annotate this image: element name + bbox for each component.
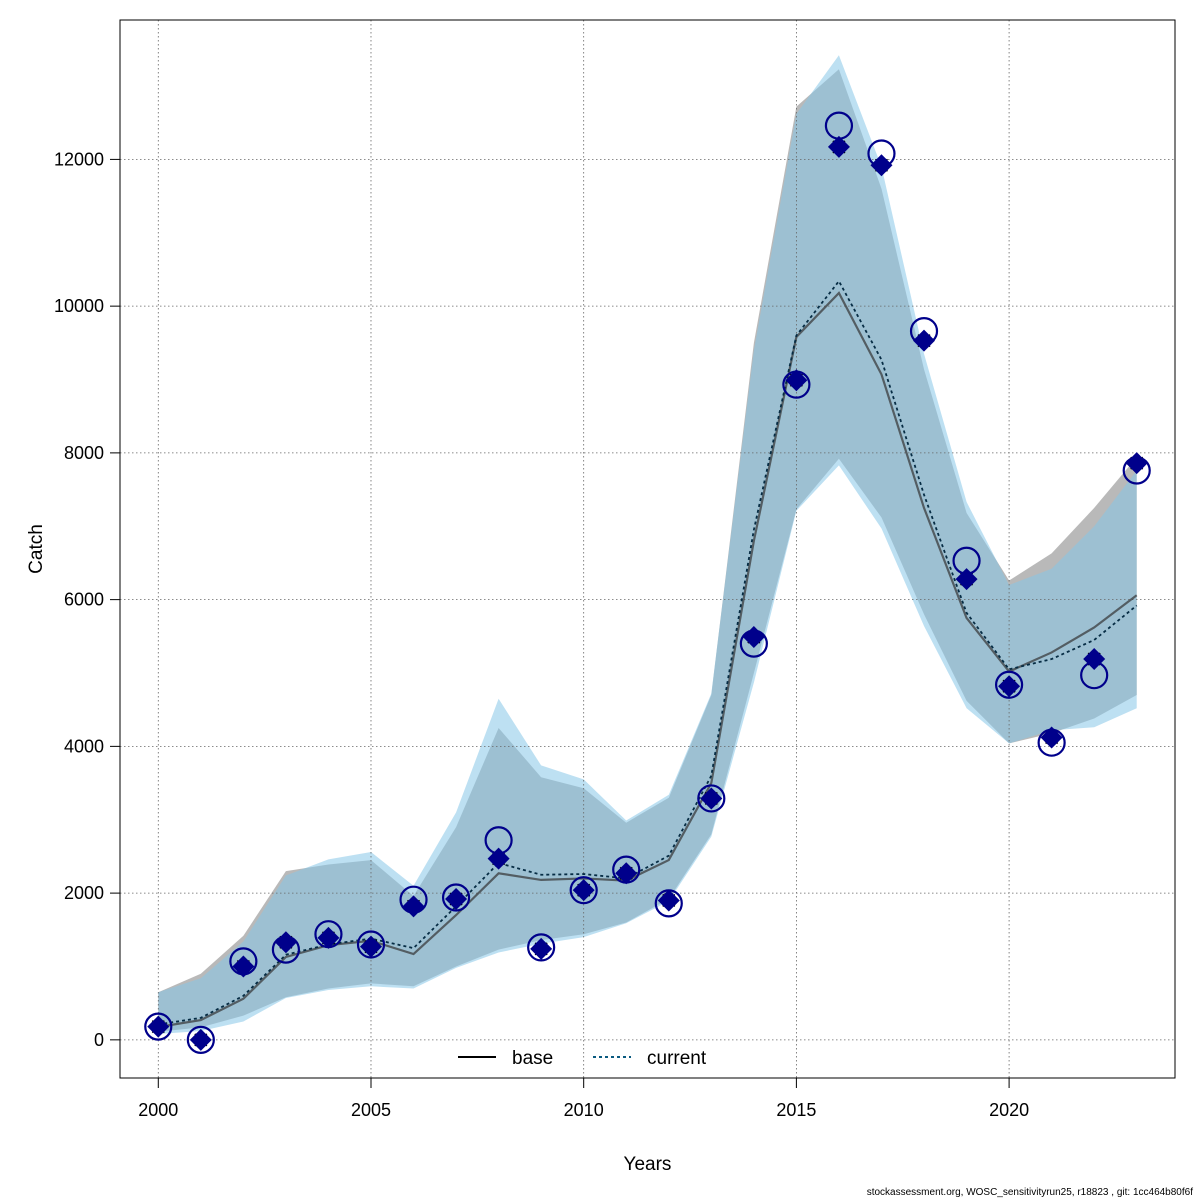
x-tick-label: 2015 xyxy=(776,1100,816,1120)
legend-label-current: current xyxy=(647,1048,707,1069)
obs-diamond xyxy=(785,369,808,392)
band-current xyxy=(158,55,1137,1034)
legend-label-base: base xyxy=(512,1048,553,1069)
obs-diamond xyxy=(1125,452,1148,475)
y-axis: 0 2000 4000 6000 8000 10000 12000 xyxy=(54,149,121,1050)
obs-diamond xyxy=(913,329,936,352)
obs-diamond xyxy=(742,626,765,649)
obs-circle-current xyxy=(697,784,726,813)
y-tick-label: 0 xyxy=(94,1030,104,1050)
obs-diamond xyxy=(998,675,1021,698)
obs-diamond xyxy=(1083,648,1106,671)
obs-diamond xyxy=(147,1015,170,1038)
obs-diamond xyxy=(402,895,425,918)
x-tick-label: 2020 xyxy=(989,1100,1029,1120)
obs-circle-current xyxy=(144,1012,173,1041)
y-tick-label: 12000 xyxy=(54,149,104,169)
obs-circle-current xyxy=(186,1025,215,1054)
series-line-base xyxy=(158,291,1138,1029)
obs-diamond xyxy=(1040,726,1063,749)
y-tick-label: 10000 xyxy=(54,296,104,316)
obs-diamond xyxy=(317,926,340,949)
obs-diamond xyxy=(827,135,850,158)
footer-stamp: stockassessment.org, WOSC_sensitivityrun… xyxy=(867,1187,1193,1198)
x-axis-title: Years xyxy=(624,1154,672,1175)
obs-diamond xyxy=(232,955,255,978)
obs-diamond xyxy=(487,847,510,870)
y-tick-label: 2000 xyxy=(64,883,104,903)
obs-diamond xyxy=(530,937,553,960)
y-tick-label: 6000 xyxy=(64,590,104,610)
obs-diamond xyxy=(657,889,680,912)
x-tick-label: 2005 xyxy=(351,1100,391,1120)
y-axis-title: Catch xyxy=(26,524,47,574)
legend: base current xyxy=(458,1048,707,1069)
obs-diamond xyxy=(572,879,595,902)
obs-diamond xyxy=(870,154,893,177)
observation-points xyxy=(144,111,1151,1054)
y-tick-label: 4000 xyxy=(64,736,104,756)
y-tick-label: 8000 xyxy=(64,443,104,463)
obs-diamond xyxy=(615,862,638,885)
x-tick-label: 2010 xyxy=(564,1100,604,1120)
confidence-bands xyxy=(158,55,1137,1034)
x-axis: 2000 2005 2010 2015 2020 xyxy=(138,1077,1029,1120)
obs-circle-current xyxy=(994,670,1024,699)
obs-diamond xyxy=(359,935,382,958)
obs-diamond xyxy=(700,787,723,810)
obs-diamond xyxy=(445,887,468,910)
grid-lines xyxy=(120,20,1175,1078)
obs-circle-current xyxy=(569,876,598,905)
x-tick-label: 2000 xyxy=(138,1100,178,1120)
obs-diamond xyxy=(189,1028,212,1051)
obs-diamond xyxy=(274,931,297,954)
plot-area xyxy=(120,20,1175,1078)
obs-circle-current xyxy=(441,883,471,912)
obs-circle-current xyxy=(527,933,556,962)
obs-diamond xyxy=(955,568,978,591)
